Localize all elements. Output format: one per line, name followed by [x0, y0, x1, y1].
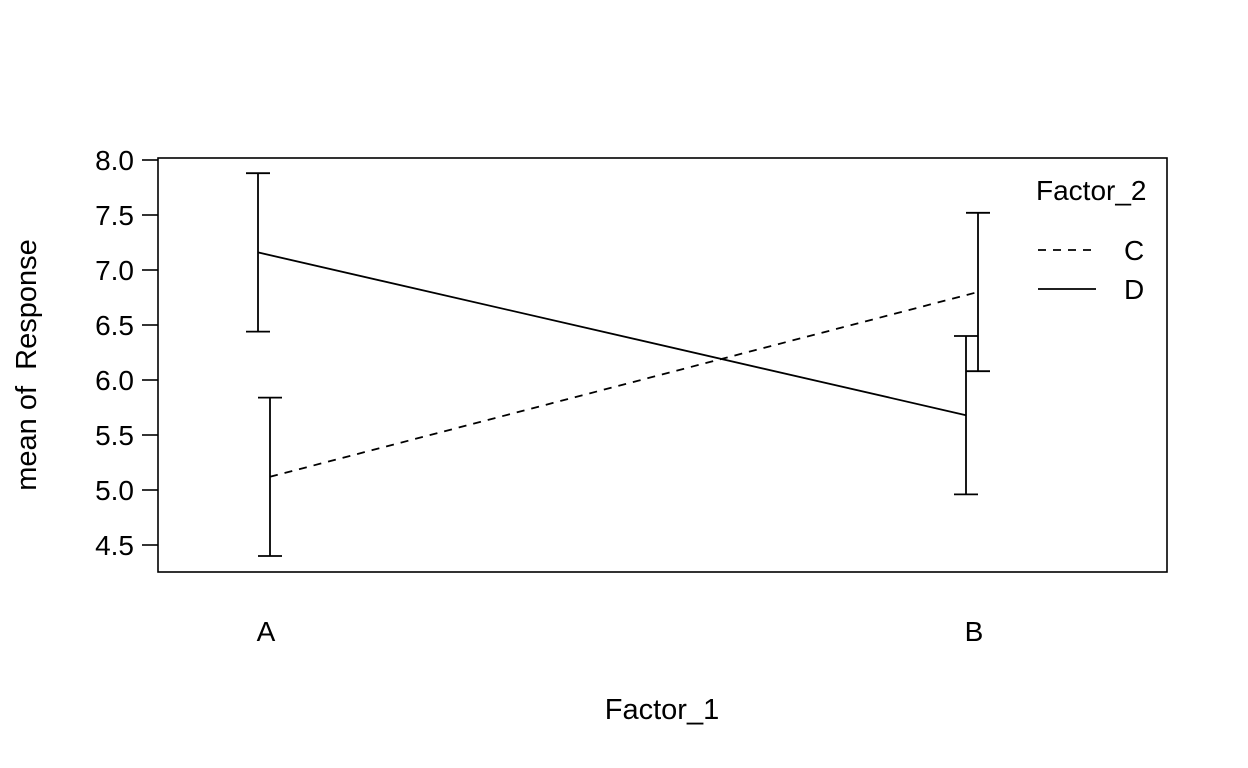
y-axis-label: mean of Response — [11, 239, 43, 490]
y-tick-label: 6.0 — [95, 365, 134, 396]
y-tick-label: 5.5 — [95, 420, 134, 451]
error-bar-d — [954, 335, 978, 496]
x-tick-label: A — [257, 616, 276, 647]
legend-label-c: C — [1124, 235, 1144, 266]
y-axis: 4.5 5.0 5.5 6.0 6.5 7.0 7.5 8.0 — [95, 145, 158, 561]
x-tick-label: B — [965, 616, 984, 647]
y-tick-label: 7.5 — [95, 200, 134, 231]
legend-label-d: D — [1124, 274, 1144, 305]
y-tick-label: 8.0 — [95, 145, 134, 176]
y-tick-label: 4.5 — [95, 530, 134, 561]
y-tick-label: 7.0 — [95, 255, 134, 286]
y-tick-label: 6.5 — [95, 310, 134, 341]
series-layer — [246, 172, 990, 557]
x-axis-label: Factor_1 — [605, 694, 719, 726]
legend-title: Factor_2 — [1036, 175, 1147, 206]
series-line-d — [257, 251, 967, 417]
legend: Factor_2 CD — [1036, 175, 1147, 305]
plot-frame — [157, 157, 1168, 573]
error-bar-c — [966, 211, 990, 373]
series-line-c — [269, 291, 979, 478]
y-tick-label: 5.0 — [95, 475, 134, 506]
error-bar-c — [258, 396, 282, 557]
error-bar-d — [246, 172, 270, 333]
